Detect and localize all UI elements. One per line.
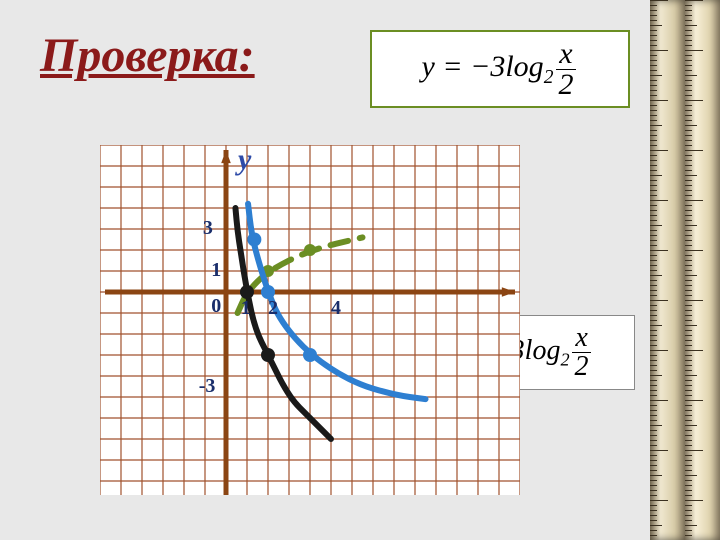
tick-label: 2 — [268, 297, 278, 320]
marker-blue — [247, 233, 261, 247]
y-axis-label: y — [238, 143, 251, 177]
marker-blue — [303, 348, 317, 362]
tick-label: 1 — [241, 297, 251, 320]
tick-label: 3 — [203, 217, 213, 240]
tick-label: -3 — [199, 375, 216, 398]
tick-label: 0 — [211, 295, 221, 318]
log-chart — [100, 145, 520, 495]
marker-green — [304, 244, 316, 256]
page-title: Проверка: — [40, 28, 255, 83]
marker-black — [261, 348, 275, 362]
tick-label: 4 — [331, 297, 341, 320]
tick-label: 1 — [211, 259, 221, 282]
formula-top_right: y = −3log2 x2 — [370, 30, 630, 108]
slide-ruler — [650, 0, 720, 540]
